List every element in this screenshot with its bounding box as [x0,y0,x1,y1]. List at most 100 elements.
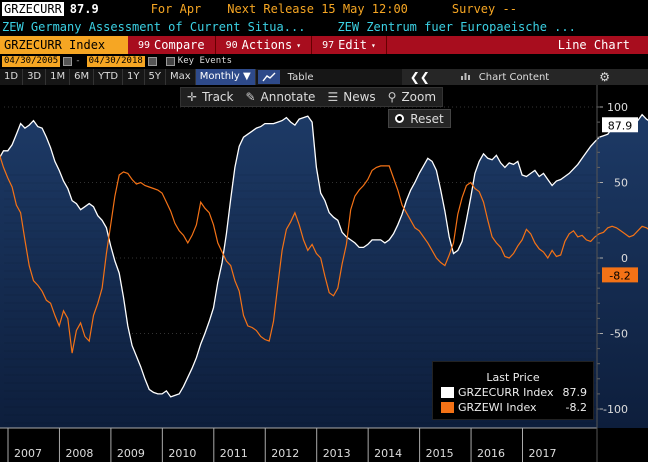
actions-label: Actions [241,38,293,52]
y-tick-label-4: -100 [603,403,628,416]
table-button[interactable]: Table [287,71,314,83]
chart-type-label[interactable]: Line Chart [551,36,648,54]
annotate-tool[interactable]: ✎ Annotate [239,88,321,106]
compare-shortcut: 99 [138,39,151,51]
period-1d[interactable]: 1D [0,69,24,85]
x-tick-label-8: 2015 [426,447,454,460]
compare-menu[interactable]: 99 Compare [128,36,216,54]
y-tick-label-0: 100 [607,101,628,114]
edit-menu[interactable]: 97 Edit ▾ [312,36,387,54]
collapse-icon[interactable]: ❮❮ [409,70,430,84]
frequency-dropdown-icon: ▼ [242,71,251,82]
legend-value-expectations: -8.2 [565,401,587,414]
x-tick-label-6: 2013 [323,447,351,460]
x-tick-label-4: 2011 [220,447,248,460]
legend-title: Last Price [486,371,540,384]
period-max[interactable]: Max [166,69,196,85]
series-current-line [0,113,648,398]
security-description: ZEW Germany Assessment of Current Situa.… [2,20,306,34]
survey: Survey -- [451,2,517,16]
legend-item-expectations: GRZEWI Index -8.2 [433,400,593,415]
period-5y[interactable]: 5Y [145,69,167,85]
next-release: Next Release 15 May 12:00 [227,2,408,16]
track-label: Track [202,90,234,104]
menu-bar: GRZECURR Index 99 Compare 90 Actions ▾ 9… [0,36,648,54]
end-date-input[interactable]: 04/30/2018 [86,55,145,67]
track-tool[interactable]: ✛ Track [181,88,239,106]
zoom-magnifier-icon: ⚲ [387,90,397,104]
chart-area[interactable]: 100 50 0 -50 -100 87.9 -8.2 2007 2008 2009 2010 201… [0,85,648,462]
news-icon: ☰ [327,90,339,104]
chart-content-group: ❮❮ Chart Content ⚙ [401,69,648,85]
edit-shortcut: 97 [322,39,335,51]
news-label: News [343,90,376,104]
period-ytd[interactable]: YTD [94,69,124,85]
description-bar: ZEW Germany Assessment of Current Situa.… [0,18,648,36]
end-calendar-icon[interactable] [147,56,157,66]
annotate-pencil-icon: ✎ [245,90,256,104]
range-separator-icon: - [75,56,81,66]
x-tick-label-1: 2008 [65,447,93,460]
actions-shortcut: 90 [225,39,238,51]
period-1y[interactable]: 1Y [123,69,145,85]
ticker-bar: GRZECURR 87.9 For Apr Next Release 15 Ma… [0,0,648,18]
zoom-tool[interactable]: ⚲ Zoom [382,88,442,106]
start-date-input[interactable]: 04/30/2005 [2,55,61,67]
y-tick-label-1: 50 [614,177,628,190]
ticker-symbol[interactable]: GRZECURR [2,2,64,16]
reset-label: Reset [410,111,444,126]
x-tick-label-9: 2016 [477,447,505,460]
period-3d[interactable]: 3D [23,69,47,85]
legend-swatch-orange-icon [441,402,454,413]
reset-button[interactable]: Reset [388,109,451,128]
y-tick-label-3: -50 [610,328,628,341]
y-tick-label-2: 0 [621,252,628,265]
chart-content-icon [460,71,479,84]
date-range-bar: 04/30/2005 - 04/30/2018 Key Events [0,54,648,68]
edit-dropdown-icon: ▾ [371,40,376,50]
news-tool[interactable]: ☰ News [321,88,381,106]
last-value-box-expectations [602,267,638,283]
legend-label-current: GRZECURR Index [458,386,554,399]
legend-value-current: 87.9 [562,386,588,399]
last-value-label-expectations: -8.2 [609,269,630,282]
frequency-value: Monthly [199,71,240,82]
x-tick-label-10: 2017 [529,447,557,460]
x-tick-label-0: 2007 [14,447,42,460]
menu-spacer [386,36,552,54]
x-tick-label-5: 2012 [271,447,299,460]
settings-gear-icon[interactable]: ⚙ [599,70,610,84]
annotate-label: Annotate [260,90,316,104]
security-field[interactable]: GRZECURR Index [0,36,128,54]
for-period: For Apr [150,2,202,16]
last-value: 87.9 [69,2,99,16]
x-tick-label-3: 2010 [168,447,196,460]
series-expectations-line [0,154,648,354]
period-toolbar: 1D 3D 1M 6M YTD 1Y 5Y Max Monthly ▼ Tabl… [0,69,648,85]
legend-swatch-white-icon [441,387,454,398]
frequency-select[interactable]: Monthly ▼ [195,69,256,85]
x-tick-label-2: 2009 [117,447,145,460]
legend-item-current: GRZECURR Index 87.9 [433,385,593,400]
actions-menu[interactable]: 90 Actions ▾ [215,36,313,54]
period-6m[interactable]: 6M [70,69,95,85]
last-value-box-current [602,117,638,133]
start-calendar-icon[interactable] [63,56,73,66]
period-1m[interactable]: 1M [46,69,71,85]
source-description: ZEW Zentrum fuer Europaeische ... [337,20,576,34]
reset-radio-icon [395,114,405,123]
chart-tools: ✛ Track ✎ Annotate ☰ News ⚲ Zoom [180,87,444,107]
key-events-label: Key Events [177,56,232,66]
edit-label: Edit [338,38,368,52]
compare-label: Compare [154,38,205,52]
key-events-checkbox[interactable] [165,56,175,66]
track-icon: ✛ [187,90,198,104]
chart-content-button[interactable]: Chart Content [478,71,550,83]
last-value-label-current: 87.9 [608,119,633,132]
x-tick-label-7: 2014 [374,447,402,460]
legend[interactable]: Last Price GRZECURR Index 87.9 GRZEWI In… [432,361,594,420]
line-chart[interactable]: 100 50 0 -50 -100 87.9 -8.2 2007 2008 2009 2010 201… [0,85,648,462]
actions-dropdown-icon: ▾ [296,40,302,50]
legend-label-expectations: GRZEWI Index [458,401,537,414]
line-chart-icon[interactable] [257,70,280,84]
